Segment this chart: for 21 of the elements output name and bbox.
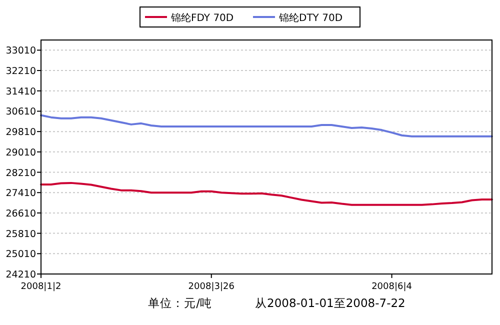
legend-label: 锦纶DTY 70D: [278, 12, 343, 24]
y-tick-label: 32210: [6, 66, 36, 78]
y-tick-label: 30610: [6, 106, 36, 118]
y-tick-label: 31410: [6, 86, 36, 98]
y-tick-label: 25010: [6, 249, 36, 260]
y-tick-label: 29810: [6, 127, 36, 138]
y-tick-label: 28210: [6, 168, 36, 179]
y-tick-label: 27410: [6, 188, 36, 200]
x-tick-label: 2008|3|26: [188, 282, 235, 292]
line-series: [40, 114, 493, 138]
y-tick-label: 26610: [6, 208, 36, 220]
legend-label: 锦纶FDY 70D: [170, 12, 234, 24]
y-tick-label: 33010: [6, 46, 36, 57]
y-tick-label: 25810: [6, 228, 36, 240]
text: 单位：元/吨: [148, 296, 212, 310]
line-series: [40, 182, 493, 206]
y-tick-label: 29010: [6, 147, 36, 158]
x-tick-label: 2008|6|4: [372, 282, 412, 292]
y-tick-label: 24210: [6, 270, 36, 280]
x-tick-label: 2008|1|2: [20, 282, 62, 292]
text: 从2008-01-01至2008-7-22: [255, 296, 406, 310]
